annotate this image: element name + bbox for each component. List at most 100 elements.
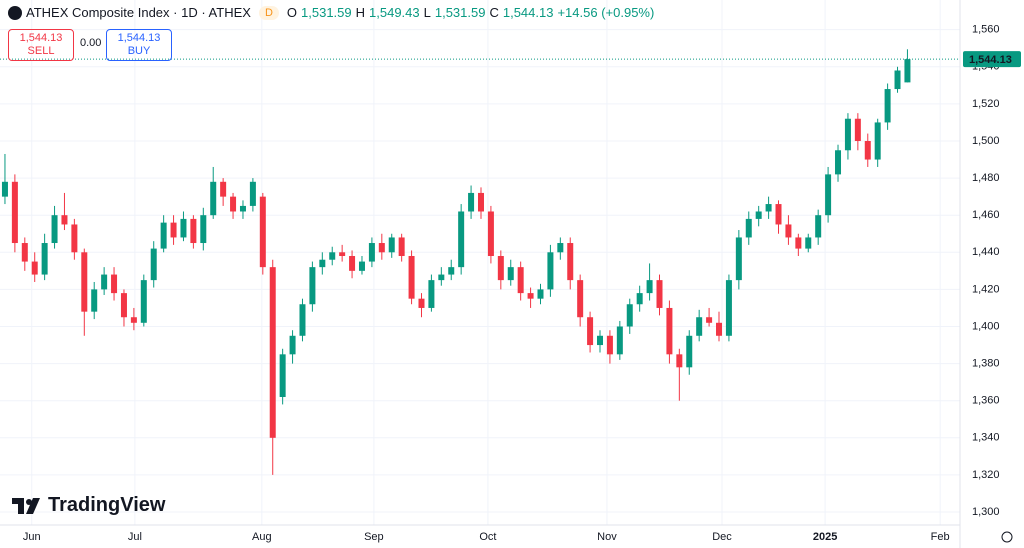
candle-body: [259, 196, 266, 268]
ohlc-label: L: [423, 5, 431, 20]
ohlc-label: C: [489, 5, 499, 20]
x-tick-label: Jul: [128, 531, 142, 543]
candle-body: [230, 196, 237, 212]
candle-body: [676, 354, 683, 368]
candle-body: [745, 218, 752, 238]
x-tick-label: Dec: [712, 531, 732, 543]
symbol-icon: [8, 5, 22, 20]
candle-body: [537, 289, 544, 299]
candle-body: [616, 326, 623, 355]
sell-price: 1,544.13: [19, 32, 63, 44]
candle-body: [368, 243, 375, 262]
candle-body: [349, 256, 356, 271]
candle-body: [646, 280, 653, 294]
candle-body: [408, 256, 415, 299]
y-tick-label: 1,400: [972, 320, 1000, 332]
candle-body: [468, 192, 475, 212]
candle-body: [150, 248, 157, 281]
candle-body: [1, 181, 8, 197]
ohlc-label: O: [286, 5, 298, 20]
interval-badge[interactable]: D: [258, 5, 279, 20]
candle-body: [477, 192, 484, 212]
candle-body: [418, 298, 425, 308]
candle-body: [51, 215, 58, 244]
candle-body: [190, 218, 197, 244]
candle-body: [329, 252, 336, 260]
candle-body: [81, 252, 88, 312]
ohlc-label: H: [355, 5, 366, 20]
last-price-tag: [963, 51, 1021, 68]
x-tick-label: Sep: [364, 531, 384, 543]
candle-body: [904, 59, 911, 83]
candle-body: [200, 215, 207, 244]
y-tick-label: 1,460: [972, 209, 1000, 221]
buy-price: 1,544.13: [117, 32, 161, 44]
candle-body: [398, 237, 405, 257]
header: ATHEX Composite Index · 1D · ATHEX D O 1,…: [8, 5, 654, 20]
candle-body: [557, 243, 564, 253]
candle-body: [775, 204, 782, 225]
candle-body: [130, 317, 137, 323]
sell-label: SELL: [27, 45, 55, 57]
candle-body: [785, 224, 792, 238]
y-tick-label: 1,320: [972, 469, 1000, 481]
candle-body: [597, 335, 603, 346]
candle-body: [120, 293, 127, 318]
y-tick-label: 1,360: [972, 395, 1000, 407]
candle-body: [735, 237, 742, 281]
candle-body: [458, 211, 465, 268]
candle-body: [706, 317, 713, 323]
candle-body: [825, 174, 832, 216]
candle-body: [210, 181, 217, 216]
candle-body: [517, 267, 524, 294]
ohlc-value: 1,531.59: [434, 5, 486, 20]
last-price-label: 1,544.13: [969, 54, 1012, 66]
candle-body: [299, 304, 306, 336]
candle-body: [626, 304, 633, 327]
y-tick-label: 1,560: [972, 24, 1000, 36]
candle-body: [656, 280, 663, 308]
candle-body: [279, 354, 286, 397]
candle-body: [428, 280, 435, 308]
sell-button[interactable]: 1,544.13 SELL: [8, 29, 74, 61]
candle-body: [249, 181, 256, 206]
candle-body: [765, 204, 772, 212]
candle-body: [527, 293, 534, 299]
candle-body: [289, 335, 296, 355]
candle-body: [111, 274, 118, 294]
candle-body: [31, 261, 38, 275]
y-tick-label: 1,420: [972, 283, 1000, 295]
candle-body: [864, 140, 871, 160]
settings-icon[interactable]: [1001, 531, 1013, 543]
candle-body: [686, 335, 693, 368]
x-tick-label: Nov: [597, 531, 617, 543]
candle-body: [696, 317, 703, 336]
candle-body: [805, 237, 812, 249]
ohlc-value: 1,531.59: [301, 5, 352, 20]
candle-body: [547, 252, 554, 290]
candle-body: [884, 89, 891, 123]
candle-body: [497, 256, 504, 281]
candle-body: [140, 280, 147, 323]
candle-body: [844, 118, 851, 151]
candle-body: [587, 317, 594, 346]
candle-body: [507, 267, 514, 281]
candle-body: [725, 280, 732, 336]
candle-body: [874, 122, 881, 160]
brand-name: TradingView: [48, 494, 166, 516]
candle-body: [220, 181, 227, 197]
candle-body: [577, 280, 584, 318]
brand[interactable]: TradingView: [12, 494, 165, 517]
candle-body: [487, 211, 494, 257]
candle-body: [894, 70, 901, 90]
ohlc-value: 1,544.13: [502, 5, 554, 20]
candle-body: [309, 267, 316, 305]
candle-body: [101, 274, 108, 290]
candle-body: [160, 222, 167, 249]
x-tick-label: Aug: [252, 531, 272, 543]
candle-body: [795, 237, 802, 249]
y-tick-label: 1,440: [972, 246, 1000, 258]
buy-button[interactable]: 1,544.13 BUY: [106, 29, 172, 61]
y-tick-label: 1,380: [972, 358, 1000, 370]
